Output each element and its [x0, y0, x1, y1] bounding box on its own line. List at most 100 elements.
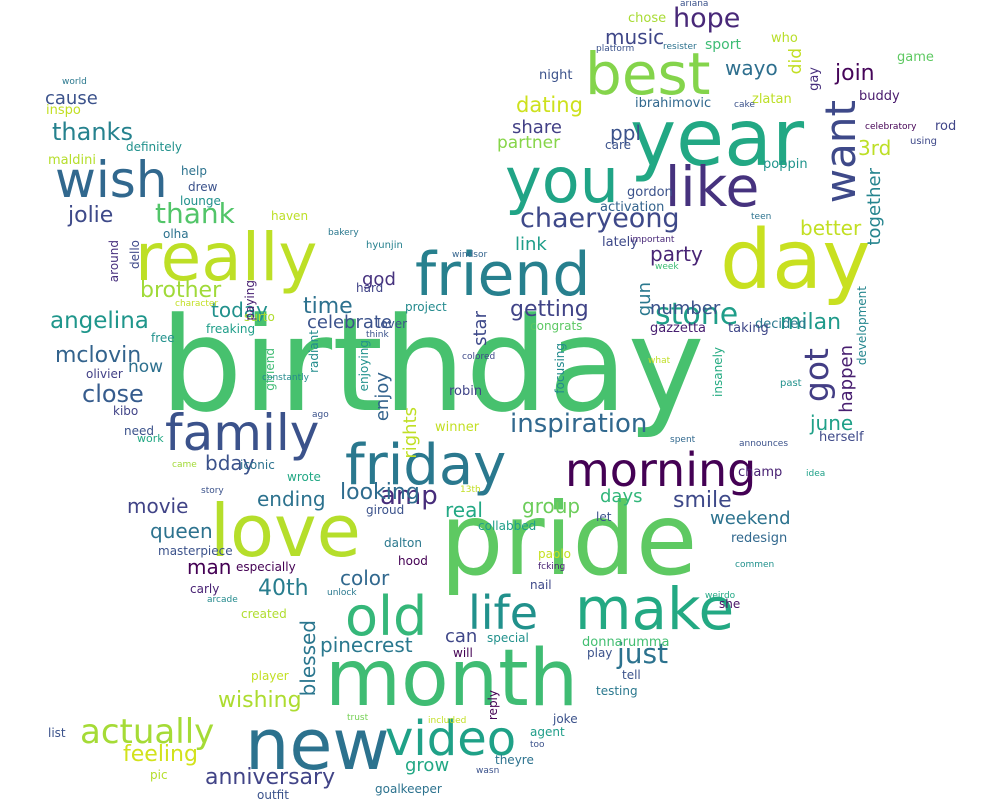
cloud-word-story: story — [201, 486, 224, 496]
cloud-word-olha: olha — [163, 227, 189, 241]
cloud-word-nail: nail — [530, 578, 552, 592]
cloud-word-colored: colored — [462, 352, 496, 362]
cloud-word-especially: especially — [236, 560, 296, 574]
cloud-word-champ: champ — [738, 465, 783, 480]
cloud-word-god: god — [362, 269, 396, 290]
cloud-word-testing: testing — [596, 684, 638, 698]
cloud-word-kibo: kibo — [113, 404, 139, 418]
cloud-word-help: help — [181, 164, 207, 178]
cloud-word-new: new — [245, 704, 390, 786]
cloud-word-ppl: ppl — [610, 121, 641, 145]
cloud-word-unlock: unlock — [327, 588, 357, 598]
cloud-word-enjoying: enjoying — [357, 340, 371, 392]
cloud-word-commen: commen — [735, 560, 775, 570]
cloud-word-winner: winner — [435, 420, 480, 435]
cloud-word-agent: agent — [530, 725, 565, 739]
cloud-word-celebratory: celebratory — [865, 122, 917, 132]
cloud-word-like: like — [665, 155, 760, 219]
cloud-word-happen: happen — [836, 345, 857, 413]
cloud-word-dating: dating — [516, 93, 583, 117]
cloud-word-theyre: theyre — [495, 753, 534, 767]
cloud-word-time: time — [303, 294, 353, 319]
cloud-word-movie: movie — [127, 494, 189, 518]
cloud-word-maldini: maldini — [48, 153, 96, 168]
cloud-word-star: star — [470, 311, 491, 346]
cloud-word-stone: stone — [655, 297, 739, 332]
cloud-word-too: too — [530, 740, 545, 750]
cloud-word-blessed: blessed — [296, 620, 320, 697]
cloud-word-better: better — [800, 216, 862, 240]
cloud-word-past: past — [780, 378, 802, 389]
cloud-word-best: best — [585, 40, 711, 108]
cloud-word-gfriend: gfriend — [263, 348, 277, 391]
cloud-word-created: created — [241, 607, 287, 621]
cloud-word-week: week — [655, 262, 679, 272]
cloud-word-month: month — [325, 634, 579, 724]
cloud-word-amp: amp — [380, 481, 438, 511]
cloud-word-insanely: insanely — [711, 347, 725, 397]
cloud-word-will: will — [453, 646, 473, 660]
cloud-word-real: real — [445, 498, 483, 522]
cloud-word-play: play — [587, 646, 613, 660]
cloud-word-giroud: giroud — [366, 503, 405, 517]
cloud-word-weirdo: weirdo — [705, 591, 736, 601]
cloud-word-angelina: angelina — [50, 308, 149, 334]
cloud-word-life: life — [468, 586, 539, 640]
cloud-word-did: did — [786, 48, 806, 75]
cloud-word-who: who — [771, 31, 798, 46]
cloud-word-collabbed: collabbed — [478, 519, 537, 533]
cloud-word-radiant: radiant — [307, 330, 321, 373]
cloud-word-gay: gay — [807, 67, 822, 91]
cloud-word-days: days — [600, 486, 643, 507]
cloud-word-lover: lover — [377, 317, 408, 331]
cloud-word-actually: actually — [80, 712, 215, 752]
cloud-word-using: using — [910, 136, 938, 147]
cloud-word-make: make — [575, 575, 735, 643]
cloud-word-13th: 13th — [460, 485, 481, 495]
cloud-word-join: join — [835, 61, 875, 86]
cloud-word-reply: reply — [486, 690, 500, 721]
cloud-word-haven: haven — [271, 209, 309, 223]
cloud-word-old: old — [345, 585, 428, 648]
cloud-word-cake: cake — [734, 100, 755, 110]
cloud-word-mclovin: mclovin — [55, 343, 142, 368]
cloud-word-day: day — [720, 213, 871, 308]
cloud-word-link: link — [515, 234, 547, 255]
cloud-word-project: project — [405, 300, 447, 314]
cloud-word-focusing: focusing — [553, 343, 567, 394]
cloud-word-got: got — [797, 348, 836, 403]
cloud-word-hope: hope — [673, 3, 741, 34]
cloud-word-chaeryeong: chaeryeong — [520, 203, 680, 234]
cloud-word-bakery: bakery — [328, 228, 359, 238]
cloud-word-close: close — [82, 380, 144, 408]
cloud-word-really: really — [135, 219, 318, 296]
cloud-word-paolo: paolo — [538, 547, 571, 561]
cloud-word-list: list — [48, 726, 66, 740]
cloud-word-year: year — [630, 94, 805, 184]
cloud-word-lately: lately — [602, 235, 638, 250]
cloud-word-bday: bday — [205, 451, 255, 475]
cloud-word-goalkeeper: goalkeeper — [375, 782, 442, 796]
cloud-word-enjoy: enjoy — [372, 372, 393, 422]
cloud-word-surto: surto — [244, 310, 275, 324]
cloud-word-trust: trust — [347, 713, 369, 723]
cloud-word-player: player — [251, 669, 289, 683]
cloud-word-40th: 40th — [258, 576, 309, 601]
cloud-word-special: special — [487, 631, 529, 645]
cloud-word-brother: brother — [140, 278, 222, 303]
cloud-word-congrats: congrats — [530, 319, 583, 333]
cloud-word-she: she — [719, 597, 741, 611]
cloud-word-jolie: jolie — [68, 203, 114, 228]
cloud-word-drew: drew — [188, 180, 218, 194]
cloud-word-freaking: freaking — [206, 322, 256, 336]
cloud-word-morning: morning — [565, 443, 757, 497]
cloud-word-spent: spent — [670, 435, 696, 445]
cloud-word-need: need — [124, 424, 154, 438]
cloud-word-fcking: fcking — [538, 562, 566, 572]
cloud-word-group: group — [522, 494, 581, 518]
cloud-word-sport: sport — [705, 37, 741, 53]
cloud-word-rights: rights — [400, 407, 421, 459]
cloud-word-olivier: olivier — [86, 367, 123, 381]
cloud-word-you: you — [505, 144, 619, 217]
cloud-word-looking: looking — [340, 480, 420, 505]
